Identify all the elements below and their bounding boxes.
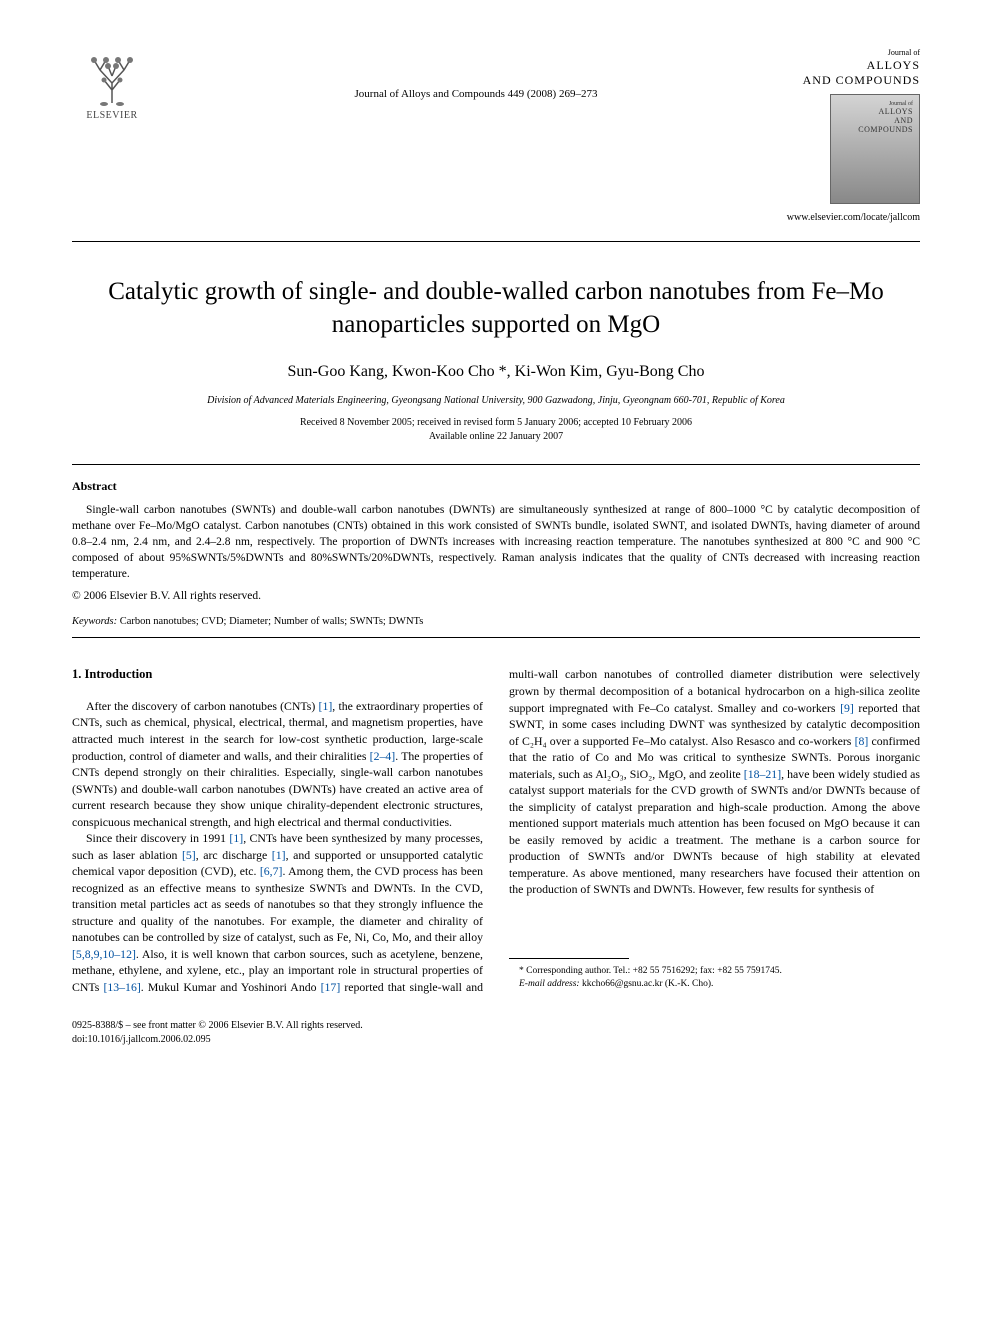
- ref-link[interactable]: [18–21]: [744, 767, 781, 781]
- publisher-name: ELSEVIER: [86, 110, 137, 121]
- footnote-contact: * Corresponding author. Tel.: +82 55 751…: [519, 966, 782, 976]
- ref-link[interactable]: [1]: [272, 848, 286, 862]
- article-dates: Received 8 November 2005; received in re…: [72, 416, 920, 444]
- ref-link[interactable]: [13–16]: [103, 980, 140, 994]
- abstract-text: Single-wall carbon nanotubes (SWNTs) and…: [72, 502, 920, 582]
- author-list: Sun-Goo Kang, Kwon-Koo Cho *, Ki-Won Kim…: [72, 363, 920, 381]
- footnote-rule: [509, 958, 629, 959]
- cover-main: ALLOYS AND COMPOUNDS: [837, 107, 913, 134]
- ref-link[interactable]: [17]: [321, 980, 341, 994]
- ref-link[interactable]: [5]: [182, 848, 196, 862]
- dates-received: Received 8 November 2005; received in re…: [300, 417, 692, 428]
- journal-logo-main: ALLOYS AND COMPOUNDS: [800, 58, 920, 88]
- dates-online: Available online 22 January 2007: [429, 431, 563, 442]
- footnote-block: * Corresponding author. Tel.: +82 55 751…: [509, 958, 920, 992]
- ref-link[interactable]: [2–4]: [370, 749, 396, 763]
- elsevier-tree-icon: [82, 48, 142, 108]
- section-heading-intro: 1. Introduction: [72, 666, 483, 684]
- keywords-line: Keywords: Carbon nanotubes; CVD; Diamete…: [72, 616, 920, 627]
- journal-logo-box: Journal of ALLOYS AND COMPOUNDS Journal …: [800, 48, 920, 204]
- keywords-label: Keywords:: [72, 616, 117, 627]
- ref-link[interactable]: [6,7]: [260, 864, 283, 878]
- corresponding-author-footnote: * Corresponding author. Tel.: +82 55 751…: [509, 965, 920, 992]
- article-title: Catalytic growth of single- and double-w…: [72, 276, 920, 341]
- journal-logo-prefix: Journal of: [800, 48, 920, 57]
- p2-c: , arc discharge: [196, 848, 272, 862]
- footnote-email-suffix: (K.-K. Cho).: [665, 979, 714, 989]
- top-rule: [72, 241, 920, 242]
- p2-a: Since their discovery in 1991: [86, 831, 229, 845]
- abstract-bottom-rule: [72, 637, 920, 638]
- issn-line: 0925-8388/$ – see front matter © 2006 El…: [72, 1019, 920, 1033]
- p1-a: After the discovery of carbon nanotubes …: [86, 699, 319, 713]
- ref-link[interactable]: [5,8,9,10–12]: [72, 947, 136, 961]
- journal-url[interactable]: www.elsevier.com/locate/jallcom: [72, 212, 920, 223]
- ref-link[interactable]: [1]: [319, 699, 333, 713]
- keywords-text: Carbon nanotubes; CVD; Diameter; Number …: [117, 616, 423, 627]
- footnote-email[interactable]: kkcho66@gsnu.ac.kr: [580, 979, 665, 989]
- ref-link[interactable]: [9]: [840, 701, 854, 715]
- ref-link[interactable]: [1]: [229, 831, 243, 845]
- abstract-top-rule: [72, 464, 920, 465]
- intro-para-1: After the discovery of carbon nanotubes …: [72, 698, 483, 830]
- abstract-heading: Abstract: [72, 479, 920, 494]
- abstract-block: Abstract Single-wall carbon nanotubes (S…: [72, 479, 920, 602]
- doi-line: doi:10.1016/j.jallcom.2006.02.095: [72, 1033, 920, 1047]
- header-row: ELSEVIER Journal of Alloys and Compounds…: [72, 48, 920, 204]
- p3-g: , have been widely studied as catalyst s…: [509, 767, 920, 897]
- p3-c: . Mukul Kumar and Yoshinori Ando: [141, 980, 321, 994]
- journal-reference: Journal of Alloys and Compounds 449 (200…: [152, 88, 800, 100]
- journal-cover-thumbnail: Journal of ALLOYS AND COMPOUNDS: [830, 94, 920, 204]
- footnote-email-label: E-mail address:: [519, 979, 580, 989]
- p3-a: ture and quality of the nanotubes. For e…: [72, 914, 483, 945]
- copyright-line: © 2006 Elsevier B.V. All rights reserved…: [72, 590, 920, 602]
- ref-link[interactable]: [8]: [855, 734, 869, 748]
- bottom-matter: 0925-8388/$ – see front matter © 2006 El…: [72, 1019, 920, 1047]
- publisher-logo: ELSEVIER: [72, 48, 152, 121]
- body-columns: 1. Introduction After the discovery of c…: [72, 666, 920, 995]
- affiliation: Division of Advanced Materials Engineeri…: [72, 395, 920, 406]
